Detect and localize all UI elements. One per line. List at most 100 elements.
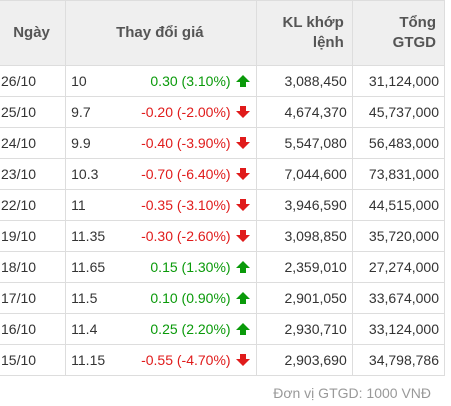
header-price-change: Thay đổi giá xyxy=(65,0,257,66)
close-price: 9.9 xyxy=(71,135,91,151)
cell-volume: 3,946,590 xyxy=(255,189,353,221)
cell-volume: 5,547,080 xyxy=(255,127,353,159)
cell-date: 24/10 xyxy=(0,127,67,159)
table-row: 15/10 11.15 -0.55 (-4.70%) 2,903,690 34,… xyxy=(0,344,446,376)
arrow-up-icon xyxy=(235,292,250,304)
close-price: 11.35 xyxy=(71,228,106,244)
price-change-group: 11.5 0.10 (0.90%) xyxy=(71,290,250,306)
change-value: -0.35 (-3.10%) xyxy=(141,197,231,213)
close-price: 11.5 xyxy=(71,290,98,306)
close-price: 9.7 xyxy=(71,104,91,120)
header-value-line1: Tổng xyxy=(399,14,436,31)
cell-price-change: 11.5 0.10 (0.90%) xyxy=(65,282,257,314)
change-value: -0.70 (-6.40%) xyxy=(141,166,231,182)
cell-date: 18/10 xyxy=(0,251,67,283)
price-change-group: 10.3 -0.70 (-6.40%) xyxy=(71,166,250,182)
arrow-down-icon xyxy=(235,354,250,366)
change-value: 0.30 (3.10%) xyxy=(150,73,231,89)
table-row: 25/10 9.7 -0.20 (-2.00%) 4,674,370 45,73… xyxy=(0,96,446,128)
change-value: -0.40 (-3.90%) xyxy=(141,135,231,151)
header-volume-line1: KL khớp xyxy=(282,14,344,31)
cell-date: 26/10 xyxy=(0,65,67,97)
change-value: -0.55 (-4.70%) xyxy=(141,352,231,368)
cell-date: 25/10 xyxy=(0,96,67,128)
cell-date: 16/10 xyxy=(0,313,67,345)
cell-volume: 7,044,600 xyxy=(255,158,353,190)
price-change-group: 11 -0.35 (-3.10%) xyxy=(71,197,250,213)
table-row: 16/10 11.4 0.25 (2.20%) 2,930,710 33,124… xyxy=(0,313,446,345)
cell-value: 33,124,000 xyxy=(351,313,446,345)
cell-price-change: 11.65 0.15 (1.30%) xyxy=(65,251,257,283)
arrow-down-icon xyxy=(235,230,250,242)
cell-price-change: 9.7 -0.20 (-2.00%) xyxy=(65,96,257,128)
header-volume-line2: lệnh xyxy=(312,34,344,51)
change-value: 0.25 (2.20%) xyxy=(150,321,231,337)
arrow-up-icon xyxy=(235,323,250,335)
cell-price-change: 11.35 -0.30 (-2.60%) xyxy=(65,220,257,252)
close-price: 11 xyxy=(71,197,86,213)
cell-date: 22/10 xyxy=(0,189,67,221)
table-header-row: Ngày Thay đổi giá KL khớp lệnh Tổng GTGD xyxy=(0,0,446,66)
price-change-group: 11.65 0.15 (1.30%) xyxy=(71,259,250,275)
cell-price-change: 11 -0.35 (-3.10%) xyxy=(65,189,257,221)
cell-date: 15/10 xyxy=(0,344,67,376)
cell-price-change: 10 0.30 (3.10%) xyxy=(65,65,257,97)
cell-volume: 2,903,690 xyxy=(255,344,353,376)
price-change-group: 9.9 -0.40 (-3.90%) xyxy=(71,135,250,151)
price-change-group: 10 0.30 (3.10%) xyxy=(71,73,250,89)
header-volume: KL khớp lệnh xyxy=(255,0,353,66)
arrow-down-icon xyxy=(235,168,250,180)
cell-value: 31,124,000 xyxy=(351,65,446,97)
table-row: 17/10 11.5 0.10 (0.90%) 2,901,050 33,674… xyxy=(0,282,446,314)
cell-value: 35,720,000 xyxy=(351,220,446,252)
table-body: 26/10 10 0.30 (3.10%) 3,088,450 31,124,0… xyxy=(0,65,446,376)
arrow-down-icon xyxy=(235,106,250,118)
table-row: 24/10 9.9 -0.40 (-3.90%) 5,547,080 56,48… xyxy=(0,127,446,159)
header-value: Tổng GTGD xyxy=(351,0,446,66)
table-row: 26/10 10 0.30 (3.10%) 3,088,450 31,124,0… xyxy=(0,65,446,97)
price-change-group: 11.15 -0.55 (-4.70%) xyxy=(71,352,250,368)
unit-note: Đơn vị GTGD: 1000 VNĐ xyxy=(273,385,431,401)
change-value: 0.10 (0.90%) xyxy=(150,290,231,306)
arrow-down-icon xyxy=(235,199,250,211)
close-price: 10.3 xyxy=(71,166,99,182)
cell-price-change: 9.9 -0.40 (-3.90%) xyxy=(65,127,257,159)
cell-value: 33,674,000 xyxy=(351,282,446,314)
cell-date: 17/10 xyxy=(0,282,67,314)
table-row: 19/10 11.35 -0.30 (-2.60%) 3,098,850 35,… xyxy=(0,220,446,252)
table-row: 23/10 10.3 -0.70 (-6.40%) 7,044,600 73,8… xyxy=(0,158,446,190)
table-row: 18/10 11.65 0.15 (1.30%) 2,359,010 27,27… xyxy=(0,251,446,283)
close-price: 11.15 xyxy=(71,352,106,368)
cell-date: 19/10 xyxy=(0,220,67,252)
cell-price-change: 11.4 0.25 (2.20%) xyxy=(65,313,257,345)
cell-date: 23/10 xyxy=(0,158,67,190)
price-change-group: 11.35 -0.30 (-2.60%) xyxy=(71,228,250,244)
price-change-group: 11.4 0.25 (2.20%) xyxy=(71,321,250,337)
cell-volume: 2,930,710 xyxy=(255,313,353,345)
cell-volume: 4,674,370 xyxy=(255,96,353,128)
cell-volume: 3,098,850 xyxy=(255,220,353,252)
change-value: -0.20 (-2.00%) xyxy=(141,104,231,120)
table-row: 22/10 11 -0.35 (-3.10%) 3,946,590 44,515… xyxy=(0,189,446,221)
cell-value: 56,483,000 xyxy=(351,127,446,159)
cell-price-change: 10.3 -0.70 (-6.40%) xyxy=(65,158,257,190)
arrow-up-icon xyxy=(235,75,250,87)
close-price: 10 xyxy=(71,73,87,89)
cell-value: 44,515,000 xyxy=(351,189,446,221)
header-value-line2: GTGD xyxy=(392,34,436,51)
change-value: -0.30 (-2.60%) xyxy=(141,228,231,244)
cell-value: 27,274,000 xyxy=(351,251,446,283)
arrow-down-icon xyxy=(235,137,250,149)
change-value: 0.15 (1.30%) xyxy=(150,259,231,275)
arrow-up-icon xyxy=(235,261,250,273)
cell-value: 73,831,000 xyxy=(351,158,446,190)
cell-volume: 3,088,450 xyxy=(255,65,353,97)
close-price: 11.4 xyxy=(71,321,98,337)
cell-price-change: 11.15 -0.55 (-4.70%) xyxy=(65,344,257,376)
cell-value: 45,737,000 xyxy=(351,96,446,128)
cell-volume: 2,901,050 xyxy=(255,282,353,314)
close-price: 11.65 xyxy=(71,259,106,275)
price-change-group: 9.7 -0.20 (-2.00%) xyxy=(71,104,250,120)
header-date: Ngày xyxy=(0,0,67,66)
